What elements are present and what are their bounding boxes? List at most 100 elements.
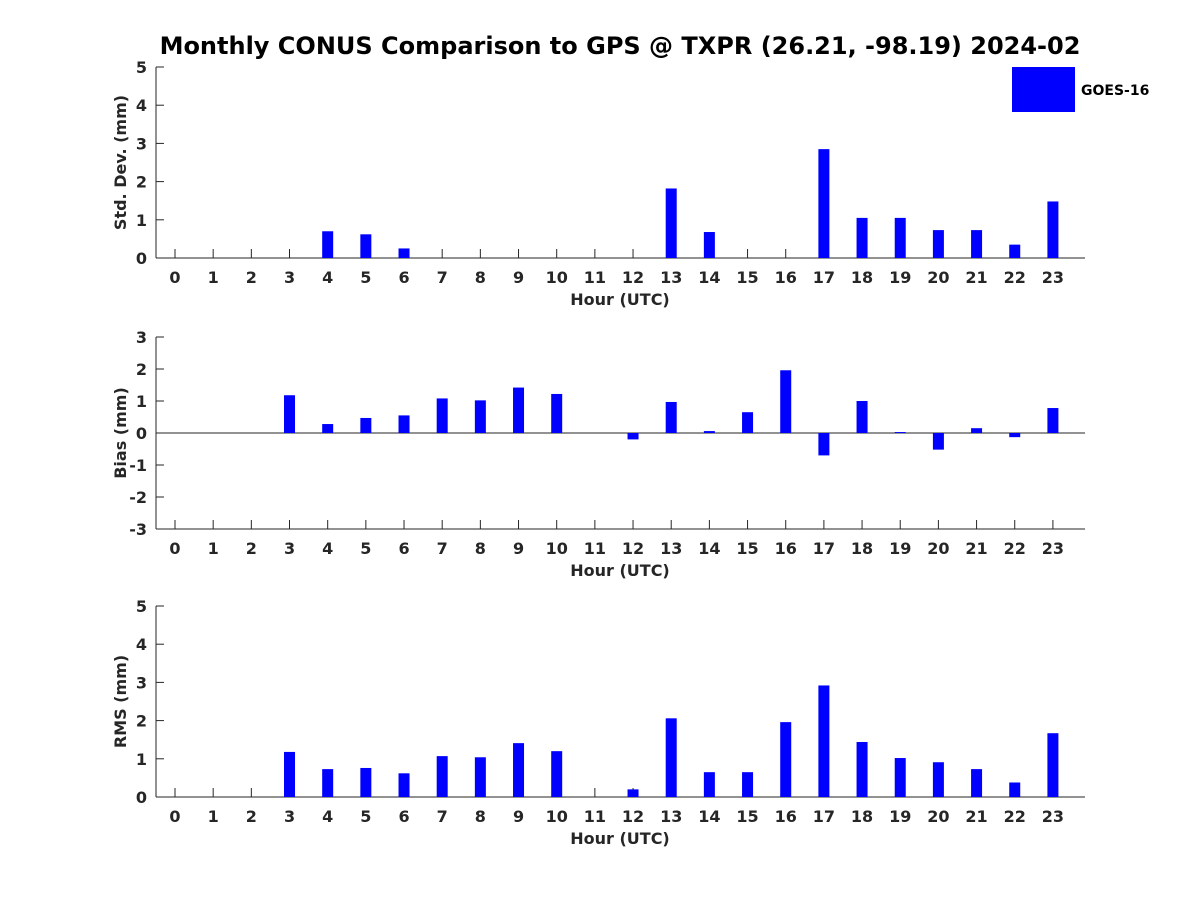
x-tick-label: 18 xyxy=(851,807,873,826)
y-tick-label: -2 xyxy=(129,488,147,507)
x-tick-label: 14 xyxy=(698,268,720,287)
x-tick-label: 6 xyxy=(398,539,409,558)
x-tick-label: 5 xyxy=(360,268,371,287)
x-tick-label: 16 xyxy=(775,268,797,287)
y-axis-label: RMS (mm) xyxy=(111,655,130,748)
x-tick-label: 15 xyxy=(736,807,758,826)
bar xyxy=(551,393,563,433)
x-tick-label: 11 xyxy=(584,807,606,826)
y-axis-label: Std. Dev. (mm) xyxy=(111,95,130,230)
x-tick-label: 1 xyxy=(208,539,219,558)
bar xyxy=(818,149,830,258)
x-tick-label: 20 xyxy=(927,807,949,826)
x-tick-label: 18 xyxy=(851,539,873,558)
x-tick-label: 15 xyxy=(736,268,758,287)
bar xyxy=(818,685,830,797)
x-axis-label: Hour (UTC) xyxy=(570,829,670,848)
y-tick-label: 2 xyxy=(136,360,147,379)
bar xyxy=(360,767,372,797)
bar xyxy=(284,751,296,797)
bar xyxy=(284,395,296,433)
bar xyxy=(360,234,372,258)
bar xyxy=(665,401,677,433)
bar xyxy=(932,762,944,797)
bar xyxy=(932,230,944,258)
x-tick-label: 2 xyxy=(246,539,257,558)
bar xyxy=(894,758,906,797)
bar xyxy=(1009,433,1021,438)
x-tick-label: 14 xyxy=(698,807,720,826)
bar xyxy=(398,248,410,258)
y-tick-label: -3 xyxy=(129,520,147,539)
x-tick-label: 12 xyxy=(622,807,644,826)
y-tick-label: -1 xyxy=(129,456,147,475)
bar xyxy=(742,412,754,433)
y-tick-label: 5 xyxy=(136,597,147,616)
bar xyxy=(894,432,906,434)
y-tick-label: 0 xyxy=(136,788,147,807)
x-tick-label: 20 xyxy=(927,539,949,558)
bar xyxy=(971,769,983,797)
x-tick-label: 13 xyxy=(660,268,682,287)
x-tick-label: 4 xyxy=(322,807,333,826)
x-tick-label: 10 xyxy=(546,807,568,826)
x-tick-label: 15 xyxy=(736,539,758,558)
x-tick-label: 6 xyxy=(398,268,409,287)
x-tick-label: 2 xyxy=(246,807,257,826)
bar xyxy=(703,772,715,797)
bar xyxy=(894,217,906,258)
bar xyxy=(398,773,410,797)
bar xyxy=(1009,782,1021,797)
y-axis-label: Bias (mm) xyxy=(111,387,130,479)
x-tick-label: 1 xyxy=(208,807,219,826)
bar xyxy=(513,387,525,433)
legend-swatch xyxy=(1012,67,1075,112)
bar xyxy=(856,217,868,258)
bar xyxy=(1047,408,1059,433)
x-tick-label: 19 xyxy=(889,268,911,287)
x-tick-label: 21 xyxy=(965,268,987,287)
bar xyxy=(856,741,868,797)
y-tick-label: 5 xyxy=(136,58,147,77)
x-tick-label: 9 xyxy=(513,268,524,287)
x-tick-label: 7 xyxy=(437,807,448,826)
x-tick-label: 23 xyxy=(1042,268,1064,287)
x-tick-label: 12 xyxy=(622,268,644,287)
x-tick-label: 17 xyxy=(813,268,835,287)
bar xyxy=(551,751,563,797)
bar xyxy=(818,433,830,456)
x-tick-label: 22 xyxy=(1004,539,1026,558)
x-axis-label: Hour (UTC) xyxy=(570,290,670,309)
bar xyxy=(665,188,677,258)
x-tick-label: 3 xyxy=(284,807,295,826)
x-tick-label: 10 xyxy=(546,539,568,558)
x-tick-label: 5 xyxy=(360,539,371,558)
y-tick-label: 3 xyxy=(136,673,147,692)
x-tick-label: 10 xyxy=(546,268,568,287)
x-tick-label: 3 xyxy=(284,268,295,287)
x-tick-label: 22 xyxy=(1004,807,1026,826)
y-tick-label: 2 xyxy=(136,712,147,731)
bar xyxy=(703,431,715,433)
x-tick-label: 16 xyxy=(775,807,797,826)
y-tick-label: 0 xyxy=(136,424,147,443)
x-tick-label: 8 xyxy=(475,268,486,287)
bar xyxy=(474,400,486,433)
x-tick-label: 17 xyxy=(813,807,835,826)
x-tick-label: 14 xyxy=(698,539,720,558)
x-tick-label: 21 xyxy=(965,539,987,558)
chart-title: Monthly CONUS Comparison to GPS @ TXPR (… xyxy=(160,32,1081,60)
x-tick-label: 0 xyxy=(169,807,180,826)
bar xyxy=(322,424,334,433)
x-tick-label: 13 xyxy=(660,807,682,826)
bar xyxy=(971,428,983,433)
x-axis-label: Hour (UTC) xyxy=(570,561,670,580)
bar xyxy=(742,772,754,797)
x-tick-label: 19 xyxy=(889,807,911,826)
x-tick-label: 3 xyxy=(284,539,295,558)
x-tick-label: 7 xyxy=(437,268,448,287)
x-tick-label: 0 xyxy=(169,539,180,558)
bar xyxy=(322,769,334,797)
x-tick-label: 23 xyxy=(1042,807,1064,826)
